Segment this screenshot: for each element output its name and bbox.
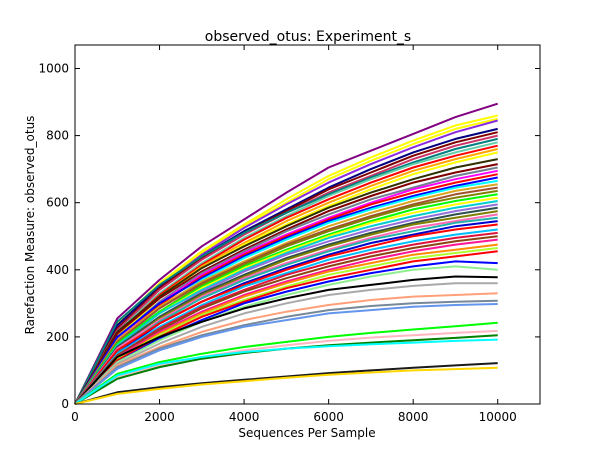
series-line <box>74 158 498 405</box>
series-line <box>74 206 498 405</box>
series-line <box>74 292 498 405</box>
x-tick-label: 10000 <box>479 410 517 424</box>
series-line <box>74 127 498 405</box>
series-line <box>74 183 498 405</box>
y-axis-label: Rarefaction Measure: observed_otus <box>23 116 37 335</box>
y-tick-label: 200 <box>46 330 69 344</box>
series-line <box>74 366 498 405</box>
series-line <box>74 235 498 405</box>
chart-title: observed_otus: Experiment_s <box>205 29 411 45</box>
series-line <box>74 303 498 405</box>
y-tick-label: 600 <box>46 196 69 210</box>
series-line <box>74 193 498 405</box>
x-axis-label: Sequences Per Sample <box>238 426 375 440</box>
series-line <box>74 265 498 405</box>
y-tick-label: 800 <box>46 129 69 143</box>
y-axis: 0 200 400 600 800 1000 <box>38 61 540 411</box>
series-line <box>74 260 498 405</box>
y-tick-label: 0 <box>61 397 69 411</box>
series-line <box>74 329 498 405</box>
x-tick-label: 0 <box>71 410 79 424</box>
series-line <box>74 321 498 405</box>
series-layer <box>74 102 499 405</box>
series-line <box>74 238 498 405</box>
x-tick-label: 8000 <box>398 410 429 424</box>
series-line <box>74 228 498 405</box>
y-tick-label: 1000 <box>38 61 69 75</box>
series-line <box>74 141 498 405</box>
series-line <box>74 186 498 405</box>
series-line <box>74 131 498 405</box>
series-line <box>74 338 498 405</box>
x-axis: 0 2000 4000 6000 8000 10000 <box>71 45 517 424</box>
series-line <box>74 137 498 405</box>
series-line <box>74 163 498 405</box>
plot-frame <box>74 44 541 405</box>
series-line <box>74 200 498 405</box>
series-line <box>74 250 498 405</box>
series-line <box>74 275 498 405</box>
series-line <box>74 102 499 405</box>
series-line <box>74 362 498 405</box>
series-line <box>74 213 498 405</box>
series-line <box>74 223 498 405</box>
x-tick-label: 6000 <box>313 410 344 424</box>
series-line <box>74 282 498 405</box>
y-tick-label: 400 <box>46 263 69 277</box>
series-line <box>74 299 498 405</box>
x-tick-label: 4000 <box>229 410 260 424</box>
x-tick-label: 2000 <box>144 410 175 424</box>
series-line <box>74 176 498 405</box>
